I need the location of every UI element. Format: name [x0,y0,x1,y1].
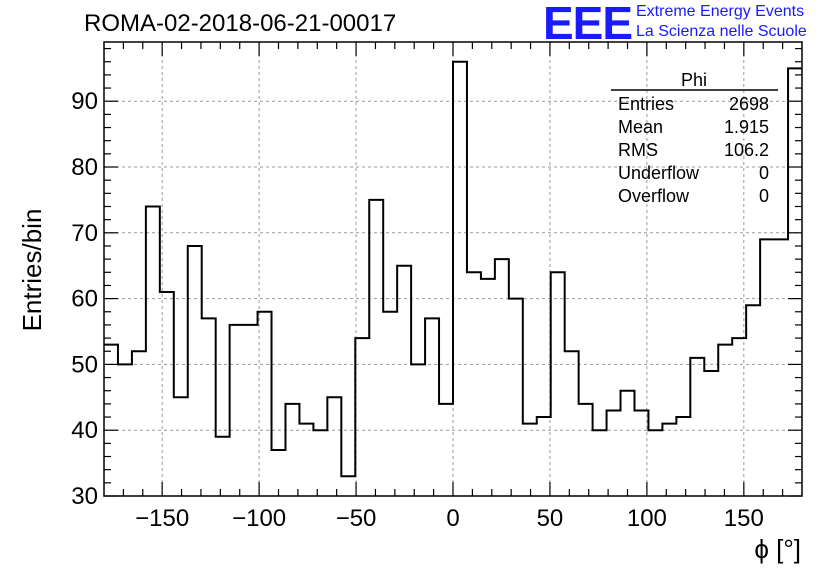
y-tick-label: 50 [71,351,98,378]
stats-value-rms: 106.2 [724,140,769,160]
stats-label-overflow: Overflow [618,186,690,206]
y-axis-label: Entries/bin [17,209,47,332]
logo-subtitle-1: Extreme Energy Events [636,3,805,20]
x-tick-label: −150 [135,505,189,532]
x-axis-label: ϕ [°] [754,534,801,564]
axis-ticks [104,42,802,497]
plot-title: ROMA-02-2018-06-21-00017 [84,10,397,37]
stats-label-entries: Entries [618,94,674,114]
y-tick-label: 60 [71,286,98,313]
histogram-series-line [104,60,802,478]
stats-label-underflow: Underflow [618,163,700,183]
x-tick-label: 50 [537,505,564,532]
stats-box: Phi Entries 2698 Mean 1.915 RMS 106.2 Un… [611,70,778,206]
axis-tick-labels: −150 −100 −50 0 50 100 150 30 40 50 60 70 80 90 [71,88,764,532]
x-tick-label: −50 [336,505,377,532]
stats-value-mean: 1.915 [724,117,769,137]
y-tick-label: 90 [71,88,98,115]
x-tick-label: −100 [232,505,286,532]
y-tick-label: 70 [71,220,98,247]
logo-subtitle-2: La Scienza nelle Scuole [636,23,807,40]
stats-label-mean: Mean [618,117,663,137]
y-tick-label: 30 [71,483,98,510]
y-tick-label: 40 [71,417,98,444]
stats-name: Phi [681,70,707,90]
x-tick-label: 0 [446,505,459,532]
stats-value-overflow: 0 [759,186,769,206]
x-tick-label: 100 [627,505,667,532]
stats-value-underflow: 0 [759,163,769,183]
eee-logo: EEE [543,0,633,49]
x-tick-label: 150 [724,505,764,532]
stats-value-entries: 2698 [729,94,769,114]
stats-label-rms: RMS [618,140,658,160]
y-tick-label: 80 [71,154,98,181]
